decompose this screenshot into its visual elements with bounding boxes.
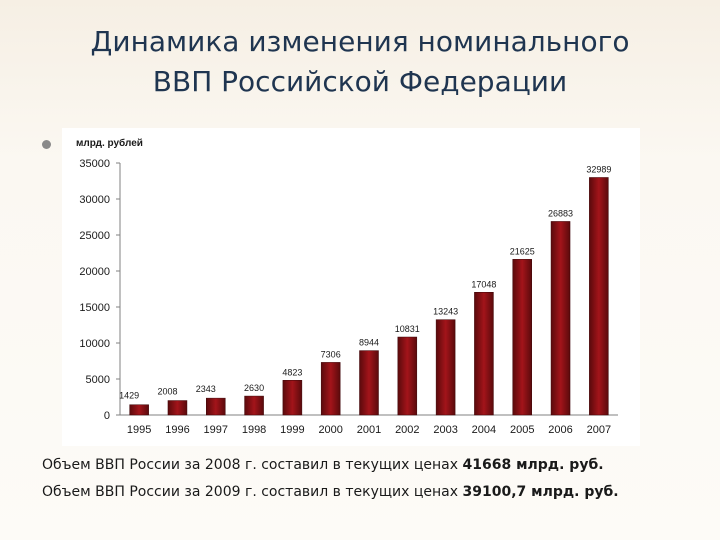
- y-tick-label: 30000: [79, 194, 110, 206]
- bar-2001: [359, 350, 379, 416]
- gdp-bar-chart: млрд. рублей 0 5000 10000 15000 20000 25000 30…: [76, 137, 618, 436]
- x-tick-label-2001: 2001: [357, 424, 381, 436]
- x-tick-label-2003: 2003: [433, 424, 457, 436]
- gdp-chart: млрд. рублей 0 5000 10000 15000 20000 25000 30…: [62, 128, 640, 446]
- data-label-1995: 1429: [119, 391, 139, 401]
- footer-gdp-2009-value: 39100,7 млрд. руб.: [462, 484, 619, 500]
- x-tick-label-2000: 2000: [318, 424, 342, 436]
- x-tick-label-2007: 2007: [587, 424, 611, 436]
- data-label-1999: 4823: [282, 367, 302, 377]
- data-label-1997: 2343: [196, 384, 216, 394]
- x-tick-label-2002: 2002: [395, 424, 419, 436]
- bar-1995: [129, 404, 149, 416]
- data-label-2007: 32989: [586, 164, 611, 174]
- footer-gdp-2008-value: 41668 млрд. руб.: [462, 457, 604, 473]
- y-tick-label: 25000: [79, 230, 110, 242]
- bullet-icon: [42, 140, 51, 149]
- y-tick-label: 10000: [79, 338, 110, 350]
- x-tick-label-2005: 2005: [510, 424, 534, 436]
- bar-2002: [397, 336, 418, 416]
- x-tick-label-1997: 1997: [204, 424, 228, 436]
- data-label-1998: 2630: [244, 383, 264, 393]
- y-tick-label: 0: [104, 410, 110, 422]
- data-label-2005: 21625: [510, 246, 535, 256]
- y-tick-label: 35000: [79, 158, 110, 170]
- bar-2006: [550, 221, 571, 416]
- footer-gdp-2008: Объем ВВП России за 2008 г. составил в т…: [42, 455, 712, 475]
- footer-gdp-2008-text: Объем ВВП России за 2008 г. составил в т…: [42, 457, 463, 473]
- data-label-1996: 2008: [157, 387, 177, 397]
- bar-1997: [206, 397, 226, 416]
- data-label-2006: 26883: [548, 208, 573, 218]
- data-label-2002: 10831: [395, 324, 420, 334]
- bar-1998: [244, 395, 264, 416]
- bar-2004: [474, 292, 494, 416]
- slide-title-line-1: Динамика изменения номинального: [90, 25, 630, 58]
- slide-title: Динамика изменения номинального ВВП Росс…: [0, 22, 720, 102]
- bars: [129, 177, 609, 416]
- data-label-2004: 17048: [471, 279, 496, 289]
- bar-1996: [167, 400, 188, 416]
- y-tick-label: 20000: [79, 266, 110, 278]
- x-tick-label-1999: 1999: [280, 424, 304, 436]
- x-tick-label-1995: 1995: [127, 424, 151, 436]
- y-unit-label: млрд. рублей: [76, 137, 143, 149]
- x-tick-label-1998: 1998: [242, 424, 266, 436]
- bar-2007: [589, 177, 609, 416]
- x-tick-label-2004: 2004: [472, 424, 496, 436]
- data-label-2003: 13243: [433, 307, 458, 317]
- y-tick-label: 5000: [86, 374, 110, 386]
- footer-gdp-2009-text: Объем ВВП России за 2009 г. составил в т…: [42, 484, 463, 500]
- bar-2003: [435, 319, 456, 416]
- y-tick-label: 15000: [79, 302, 110, 314]
- footer-gdp-2009: Объем ВВП России за 2009 г. составил в т…: [42, 482, 712, 502]
- x-tick-label-1996: 1996: [165, 424, 189, 436]
- slide-title-line-2: ВВП Российской Федерации: [152, 65, 568, 98]
- bar-2000: [320, 362, 341, 416]
- bar-2005: [512, 259, 532, 416]
- bar-1999: [282, 380, 303, 416]
- data-label-2000: 7306: [321, 349, 341, 359]
- data-label-2001: 8944: [359, 338, 379, 348]
- x-tick-label-2006: 2006: [548, 424, 572, 436]
- labels: 0 5000 10000 15000 20000 25000 30000 35000 1429 1…: [79, 158, 611, 436]
